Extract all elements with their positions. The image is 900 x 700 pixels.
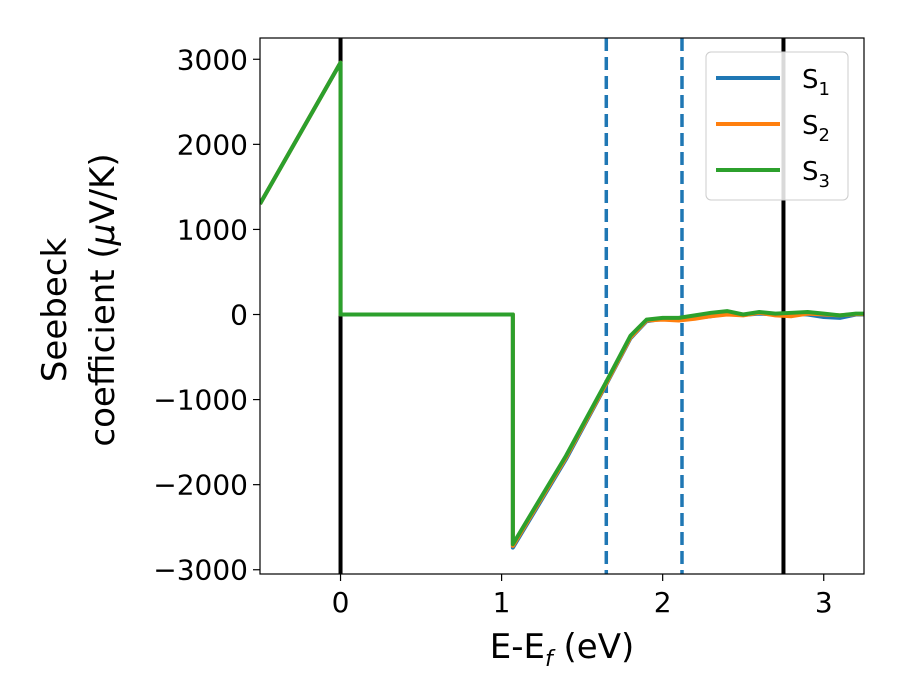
y-tick-label: 3000 — [177, 43, 248, 76]
x-axis-title-sub: f — [545, 647, 556, 672]
x-tick-label: 2 — [654, 586, 672, 619]
x-axis-ticks: 0 1 2 3 — [332, 574, 833, 619]
series-line-s3 — [260, 60, 864, 547]
legend-label-s1: S1 — [802, 65, 830, 100]
y-tick-label: −1000 — [153, 384, 248, 417]
y-axis-title-line1: Seebeck — [35, 238, 75, 383]
y-tick-label: −3000 — [153, 554, 248, 587]
y-tick-label: 0 — [230, 299, 248, 332]
x-tick-label: 3 — [815, 586, 833, 619]
legend-label-s2: S2 — [802, 111, 830, 146]
y-axis-title-line2: coefficient (μV/K) — [83, 153, 123, 446]
y-axis-title-mu: μ — [83, 224, 123, 247]
x-tick-label: 1 — [493, 586, 511, 619]
y-tick-label: −2000 — [153, 469, 248, 502]
x-axis-title: E-Ef (eV) — [490, 627, 635, 672]
x-axis-title-unit: (eV) — [553, 627, 635, 667]
legend: S1 S2 S3 — [705, 51, 849, 201]
y-tick-label: 2000 — [177, 128, 248, 161]
x-tick-label: 0 — [332, 586, 350, 619]
y-axis-ticks: −3000 −2000 −1000 0 1000 2000 3000 — [153, 43, 260, 587]
plot-frame — [259, 37, 865, 575]
y-axis-title-unit: V/K) — [83, 153, 123, 223]
y-axis-title: Seebeck coefficient (μV/K) — [35, 153, 123, 446]
legend-label-s3: S3 — [802, 157, 830, 192]
series-lines — [260, 60, 864, 550]
y-tick-label: 1000 — [177, 213, 248, 246]
